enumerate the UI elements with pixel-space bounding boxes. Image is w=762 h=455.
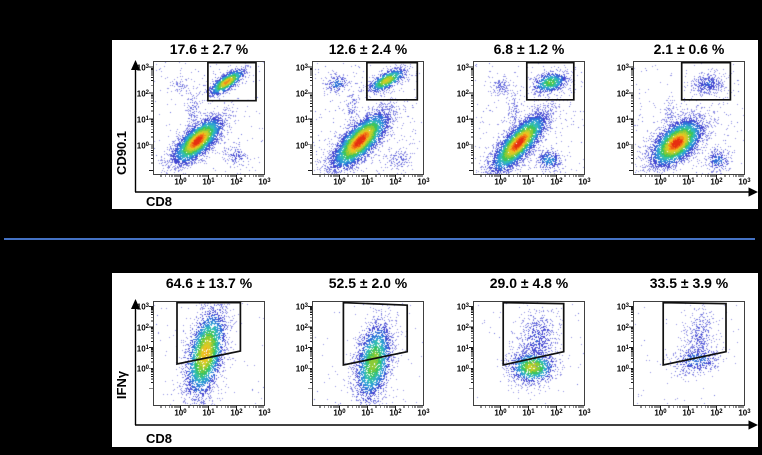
y-tick-label: 101 bbox=[136, 115, 149, 125]
x-tick-label: 101 bbox=[361, 408, 374, 418]
x-tick-label: 102 bbox=[550, 408, 563, 418]
x-tick-label: 103 bbox=[258, 408, 271, 418]
plot-title: 64.6 ± 13.7 % bbox=[165, 275, 253, 291]
y-tick-label: 102 bbox=[456, 323, 469, 333]
x-axis-arrow-icon bbox=[748, 420, 758, 430]
y-tick-label: 103 bbox=[616, 303, 629, 313]
plot-title: 33.5 ± 3.9 % bbox=[649, 275, 729, 291]
x-tick-label: 101 bbox=[682, 177, 695, 187]
x-axis-arrow-icon bbox=[748, 187, 758, 197]
x-tick-label: 100 bbox=[654, 408, 667, 418]
x-tick-label: 102 bbox=[389, 177, 402, 187]
plot-title: 6.8 ± 1.2 % bbox=[493, 41, 565, 57]
y-tick-label: 103 bbox=[136, 63, 149, 73]
panel-top: CD90.1 CD8 17.6 ± 2.7 % 100 101 102 103 100 10… bbox=[112, 40, 758, 209]
x-tick-label: 101 bbox=[522, 408, 535, 418]
y-tick-label: 100 bbox=[136, 141, 149, 151]
x-tick-label: 101 bbox=[202, 177, 215, 187]
x-axis-label-bottom: CD8 bbox=[146, 431, 173, 446]
y-tick-label: 100 bbox=[456, 141, 469, 151]
x-tick-label: 103 bbox=[578, 408, 591, 418]
density-dots-canvas bbox=[633, 61, 745, 175]
plot-title: 52.5 ± 2.0 % bbox=[328, 275, 408, 291]
y-tick-label: 100 bbox=[295, 141, 308, 151]
y-tick-label: 102 bbox=[616, 323, 629, 333]
y-tick-label: 103 bbox=[295, 63, 308, 73]
x-tick-label: 100 bbox=[494, 177, 507, 187]
x-tick-label: 100 bbox=[174, 177, 187, 187]
y-tick-label: 102 bbox=[136, 323, 149, 333]
y-tick-label: 103 bbox=[295, 303, 308, 313]
x-axis-label-top: CD8 bbox=[146, 194, 173, 209]
y-tick-label: 102 bbox=[295, 323, 308, 333]
plot-title: 17.6 ± 2.7 % bbox=[169, 41, 249, 57]
y-tick-label: 100 bbox=[456, 364, 469, 374]
y-tick-label: 100 bbox=[295, 364, 308, 374]
x-tick-label: 103 bbox=[738, 177, 751, 187]
y-axis-label-top: CD90.1 bbox=[114, 130, 129, 176]
x-tick-label: 102 bbox=[710, 177, 723, 187]
x-tick-label: 102 bbox=[550, 177, 563, 187]
plot-title: 2.1 ± 0.6 % bbox=[653, 41, 725, 57]
divider-line bbox=[4, 238, 755, 240]
x-tick-label: 101 bbox=[202, 408, 215, 418]
y-tick-label: 101 bbox=[616, 115, 629, 125]
x-tick-label: 100 bbox=[654, 177, 667, 187]
y-tick-label: 100 bbox=[616, 141, 629, 151]
plot-title: 12.6 ± 2.4 % bbox=[328, 41, 408, 57]
x-tick-label: 101 bbox=[522, 177, 535, 187]
x-tick-label: 102 bbox=[389, 408, 402, 418]
y-tick-label: 103 bbox=[136, 303, 149, 313]
y-tick-label: 101 bbox=[456, 115, 469, 125]
y-tick-label: 100 bbox=[616, 364, 629, 374]
x-tick-label: 100 bbox=[333, 408, 346, 418]
x-tick-label: 100 bbox=[494, 408, 507, 418]
density-dots-canvas bbox=[312, 61, 424, 175]
y-tick-label: 101 bbox=[295, 115, 308, 125]
plot-title: 29.0 ± 4.8 % bbox=[489, 275, 569, 291]
density-dots-canvas bbox=[473, 61, 585, 175]
x-tick-label: 103 bbox=[417, 177, 430, 187]
x-tick-label: 103 bbox=[258, 177, 271, 187]
y-tick-label: 103 bbox=[456, 303, 469, 313]
x-tick-label: 100 bbox=[174, 408, 187, 418]
y-tick-label: 101 bbox=[616, 344, 629, 354]
x-tick-label: 103 bbox=[738, 408, 751, 418]
y-tick-label: 102 bbox=[295, 89, 308, 99]
y-tick-label: 102 bbox=[456, 89, 469, 99]
density-dots-canvas bbox=[153, 301, 265, 406]
density-dots-canvas bbox=[312, 301, 424, 406]
y-tick-label: 103 bbox=[456, 63, 469, 73]
y-tick-label: 100 bbox=[136, 364, 149, 374]
x-tick-label: 102 bbox=[230, 177, 243, 187]
y-axis-label-bottom: IFNγ bbox=[114, 370, 129, 400]
x-tick-label: 101 bbox=[361, 177, 374, 187]
y-tick-label: 103 bbox=[616, 63, 629, 73]
x-tick-label: 103 bbox=[417, 408, 430, 418]
y-tick-label: 101 bbox=[136, 344, 149, 354]
density-dots-canvas bbox=[473, 301, 585, 406]
panel-bottom: IFNγ CD8 64.6 ± 13.7 % 100 101 102 103 100 101… bbox=[112, 273, 758, 447]
x-tick-label: 102 bbox=[230, 408, 243, 418]
y-tick-label: 101 bbox=[295, 344, 308, 354]
y-tick-label: 102 bbox=[616, 89, 629, 99]
density-dots-canvas bbox=[153, 61, 265, 175]
x-tick-label: 101 bbox=[682, 408, 695, 418]
x-tick-label: 100 bbox=[333, 177, 346, 187]
density-dots-canvas bbox=[633, 301, 745, 406]
y-tick-label: 102 bbox=[136, 89, 149, 99]
x-tick-label: 103 bbox=[578, 177, 591, 187]
y-tick-label: 101 bbox=[456, 344, 469, 354]
x-tick-label: 102 bbox=[710, 408, 723, 418]
